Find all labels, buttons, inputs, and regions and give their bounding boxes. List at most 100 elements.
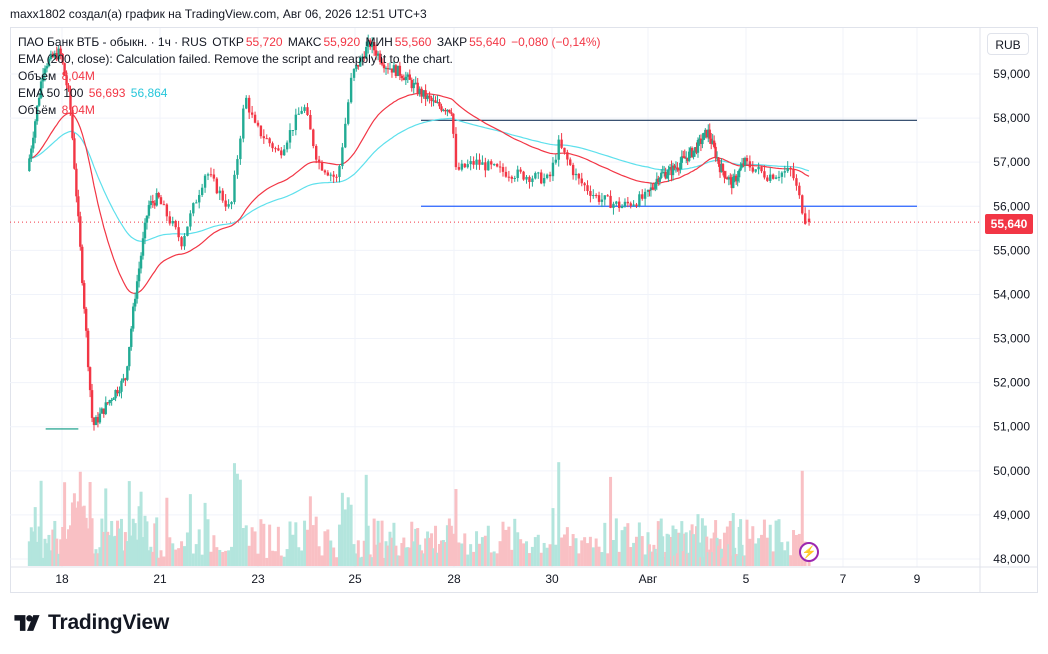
legend-volume2-label: Объём [18,103,57,117]
candle-body [422,90,425,97]
candle-body [288,130,292,143]
volume-bar [498,541,502,566]
legend-ema200[interactable]: EMA (200, close): Calculation failed. Re… [18,52,453,66]
volume-bar [129,535,133,566]
candle-body [414,82,417,84]
candle-body [673,165,676,169]
volume-bar [45,543,49,566]
chart-frame[interactable] [10,27,1038,593]
volume-bar [76,501,80,566]
candle-body [426,95,429,100]
candle-body [597,195,601,202]
volume-bar [177,548,181,566]
candles [28,34,811,431]
volume-bar [765,537,769,566]
candle-body [365,47,368,59]
candle-body [807,218,811,223]
volume-bar [191,553,195,566]
volume-bar [57,553,61,566]
candle-body [361,56,364,58]
candle-body [102,408,106,415]
legend-volume-row[interactable]: Объем 8,04M [18,69,97,83]
candle-body [100,408,104,414]
x-tick-label: 21 [153,572,167,586]
volume-bar [135,539,139,566]
candle-body [592,195,595,197]
candle-body [382,64,386,69]
candle-body [73,138,76,169]
volume-bar [516,532,520,566]
volume-bar [151,551,155,566]
lightning-icon[interactable]: ⚡ [799,542,819,562]
volume-bar [250,527,254,566]
candle-body [329,174,332,176]
volume-bar [609,476,613,566]
candle-body [720,164,723,173]
volume-bar [349,504,353,566]
candle-body [686,157,689,161]
candle-body [410,79,413,89]
candle-body [733,175,736,177]
candle-body [416,82,419,94]
legend-volume2-row[interactable]: Объём 8,04M [18,103,97,117]
volume-bar [472,551,476,566]
candle-body [344,123,347,148]
volume-bar [294,522,298,566]
volume-bar [480,537,484,566]
candle-body [726,177,729,180]
volume-bar [84,517,88,566]
candle-body [702,132,706,140]
volume-bar [430,533,434,566]
candle-body [710,138,713,144]
volume-bar [360,556,364,566]
legend-change: −0,080 (−0,14%) [511,35,601,49]
volume-bar [112,536,116,566]
currency-button[interactable]: RUB [987,33,1029,55]
candle-body [253,114,257,123]
candle-body [420,88,423,97]
volume-bar [380,520,384,566]
candle-body [620,206,624,208]
volume-bar [384,541,388,566]
volume-bar [358,557,362,566]
candle-body [183,235,186,247]
volume-bar [680,521,684,566]
candle-body [448,109,451,113]
candle-body [711,140,714,144]
x-tick-label: 23 [251,572,265,586]
candle-body [629,203,632,206]
tradingview-logo[interactable]: TradingView [12,611,169,635]
y-tick-label: 48,000 [993,552,1030,566]
candle-body [723,171,726,178]
candle-body [195,202,198,204]
legend-close-label: ЗАКР [436,35,468,49]
volume-bar [259,519,263,566]
candle-body [135,281,139,299]
volume-bar [542,542,546,566]
candle-body [110,399,113,401]
volume-bar [41,557,45,566]
candle-body [215,178,219,194]
volume-bar [489,552,493,566]
candle-body [408,74,411,80]
candle-body [180,237,183,247]
candle-body [285,142,289,150]
volume-bar [394,545,398,566]
volume-bar [504,529,508,566]
volume-bar [412,541,416,566]
candle-body [641,194,644,199]
candle-body [774,177,778,179]
candle-body [763,171,766,178]
volume-bar [463,533,467,566]
legend-symbol[interactable]: ПАО Банк ВТБ - обыкн. · 1ч · RUS [18,35,207,49]
candle-body [696,139,700,153]
legend-ema-label: EMA 50 100 [18,86,84,100]
volume-bar [436,552,439,566]
volume-bar [332,547,336,566]
candle-body [130,328,133,347]
volume-bar [637,522,641,566]
legend-ema-row[interactable]: EMA 50 100 56,693 56,864 [18,86,169,100]
volume-bar [346,497,350,566]
candle-body [466,164,469,168]
candle-body [250,112,254,115]
